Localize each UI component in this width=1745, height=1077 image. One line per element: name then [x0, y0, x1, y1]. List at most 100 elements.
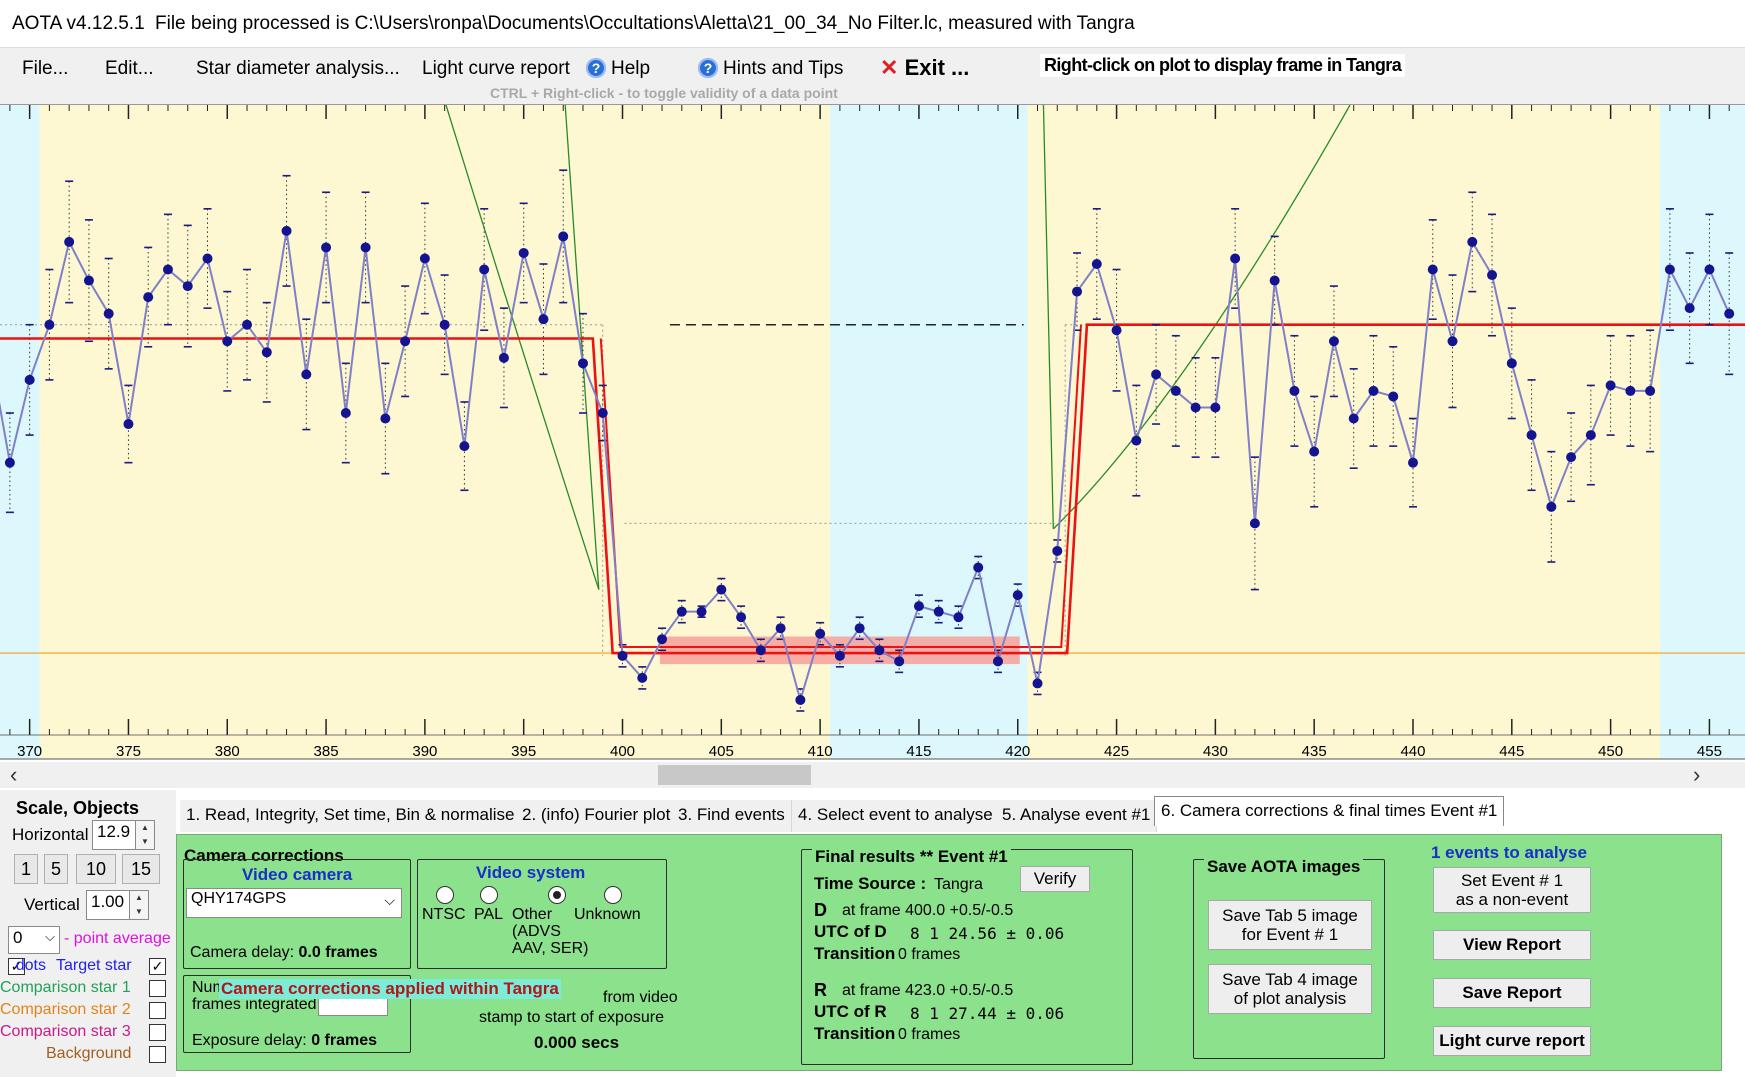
scroll-thumb[interactable] [658, 765, 811, 785]
data-point [1111, 325, 1122, 336]
set-event-line2: as a non-event [1455, 890, 1569, 909]
comparison-star-2-checkbox[interactable] [149, 1002, 166, 1019]
x-tick-label: 455 [1697, 743, 1722, 760]
menu-bar: File... Edit... Star diameter analysis..… [0, 48, 1745, 104]
scroll-left-icon[interactable]: ‹ [10, 762, 18, 787]
tab-find-events[interactable]: 3. Find events [672, 800, 792, 832]
horizontal-scale-input[interactable]: 12.9 ▲ ▼ [92, 820, 155, 850]
scale-button-15[interactable]: 15 [122, 854, 160, 884]
data-point [755, 645, 766, 656]
data-point [1724, 308, 1735, 319]
target-star-checkbox[interactable]: ✓ [149, 958, 166, 975]
data-point [380, 413, 391, 424]
plot-region-0 [0, 105, 40, 759]
save-report-button[interactable]: Save Report [1433, 978, 1591, 1008]
data-point [1190, 402, 1201, 413]
view-report-button[interactable]: View Report [1433, 930, 1591, 960]
data-point [1309, 446, 1320, 457]
comparison-star-2-label: Comparison star 2 [0, 1001, 131, 1018]
transition-d-value: 0 frames [898, 946, 961, 963]
tab-read-integrity[interactable]: 1. Read, Integrity, Set time, Bin & norm… [180, 800, 522, 832]
menu-edit[interactable]: Edit... [105, 58, 154, 79]
radio-ntsc[interactable] [436, 886, 454, 904]
frames-integrated-input[interactable] [318, 998, 388, 1016]
comparison-star-3-checkbox[interactable] [149, 1024, 166, 1041]
data-point [143, 292, 154, 303]
frames-integrated-label-1: Num [192, 979, 226, 996]
data-point [479, 264, 490, 275]
data-point [913, 601, 924, 612]
x-tick-label: 425 [1104, 743, 1129, 760]
save-tab5-button[interactable]: Save Tab 5 image for Event # 1 [1208, 900, 1372, 950]
comparison-star-1-checkbox[interactable] [149, 980, 166, 997]
comparison-star-1-label: Comparison star 1 [0, 979, 131, 996]
x-tick-label: 435 [1302, 743, 1327, 760]
data-point [261, 347, 272, 358]
tab-camera-corrections[interactable]: 6. Camera corrections & final times Even… [1154, 796, 1505, 826]
tab-analyse-event[interactable]: 5. Analyse event #1 [996, 800, 1158, 832]
menu-exit[interactable]: ✕ Exit ... [880, 55, 969, 81]
light-curve-plot[interactable]: 370 375 380 385 390 395 400 405 410 415 420 425 430 4… [0, 104, 1745, 762]
data-point [459, 441, 470, 452]
background-checkbox[interactable] [149, 1046, 166, 1063]
menu-light-curve-report[interactable]: Light curve report [422, 58, 570, 79]
data-point [1684, 303, 1695, 314]
data-point [736, 612, 747, 623]
x-tick-label: 370 [17, 743, 42, 760]
x-tick-label: 395 [511, 743, 536, 760]
camera-delay-value: 0.0 frames [298, 944, 378, 961]
dots-checkbox[interactable]: ✓ [8, 958, 25, 975]
tab-fourier[interactable]: 2. (info) Fourier plot [516, 800, 678, 832]
plot-svg[interactable]: 370 375 380 385 390 395 400 405 410 415 420 425 430 4… [0, 104, 1745, 763]
menu-help[interactable]: ? Help [586, 58, 650, 80]
tab-select-event[interactable]: 4. Select event to analyse [792, 800, 1000, 832]
menu-file[interactable]: File... [22, 58, 69, 79]
save-tab5-line1: Save Tab 5 image [1222, 906, 1358, 925]
radio-pal[interactable] [480, 886, 498, 904]
radio-unknown[interactable] [604, 886, 622, 904]
data-point [953, 612, 964, 623]
video-system-title: Video system [476, 863, 586, 882]
plot-scrollbar[interactable]: ‹ › [0, 762, 1745, 788]
data-point [973, 562, 984, 573]
set-non-event-button[interactable]: Set Event # 1 as a non-event [1433, 867, 1591, 913]
save-tab5-line2: for Event # 1 [1241, 925, 1339, 944]
data-point [123, 419, 134, 430]
horizontal-spin-icon[interactable]: ▲ ▼ [135, 820, 155, 850]
camera-chevron-down-icon: ⌵ [384, 892, 395, 908]
ntsc-label: NTSC [422, 906, 466, 923]
scale-button-5[interactable]: 5 [44, 854, 68, 884]
transition-d-label: Transition [814, 944, 896, 963]
exposure-secs: 0.000 secs [534, 1033, 620, 1052]
x-tick-label: 440 [1400, 743, 1425, 760]
data-point [1625, 385, 1636, 396]
other-label: Other (ADVS AAV, SER) [512, 906, 589, 957]
data-point [400, 336, 411, 347]
x-tick-label: 415 [906, 743, 931, 760]
vertical-spin-icon[interactable]: ▲ ▼ [129, 890, 149, 920]
save-images-title: Save AOTA images [1204, 857, 1364, 877]
menu-star-diameter[interactable]: Star diameter analysis... [196, 58, 400, 79]
data-point [1487, 270, 1498, 281]
data-point [874, 645, 885, 656]
data-point [558, 231, 569, 242]
scroll-right-icon[interactable]: › [1693, 762, 1701, 787]
data-point [360, 242, 371, 253]
scale-button-1[interactable]: 1 [14, 854, 38, 884]
camera-corrections-group: Camera corrections [181, 846, 641, 1065]
point-average-select[interactable]: 0 ⌵ [8, 926, 60, 954]
scale-button-10[interactable]: 10 [76, 854, 116, 884]
radio-other[interactable] [548, 886, 566, 904]
vertical-scale-input[interactable]: 1.00 ▲ ▼ [86, 890, 149, 920]
data-point [44, 319, 55, 330]
menu-hints[interactable]: ? Hints and Tips [698, 58, 843, 80]
light-curve-report-button[interactable]: Light curve report [1433, 1026, 1591, 1056]
verify-button[interactable]: Verify [1020, 866, 1090, 892]
data-point [696, 606, 707, 617]
utc-d-label: UTC of D [814, 922, 887, 941]
save-tab4-button[interactable]: Save Tab 4 image of plot analysis [1208, 964, 1372, 1014]
video-camera-select[interactable]: QHY174GPS ⌵ [186, 888, 402, 918]
data-point [103, 308, 114, 319]
data-point [1427, 264, 1438, 275]
data-point [340, 408, 351, 418]
